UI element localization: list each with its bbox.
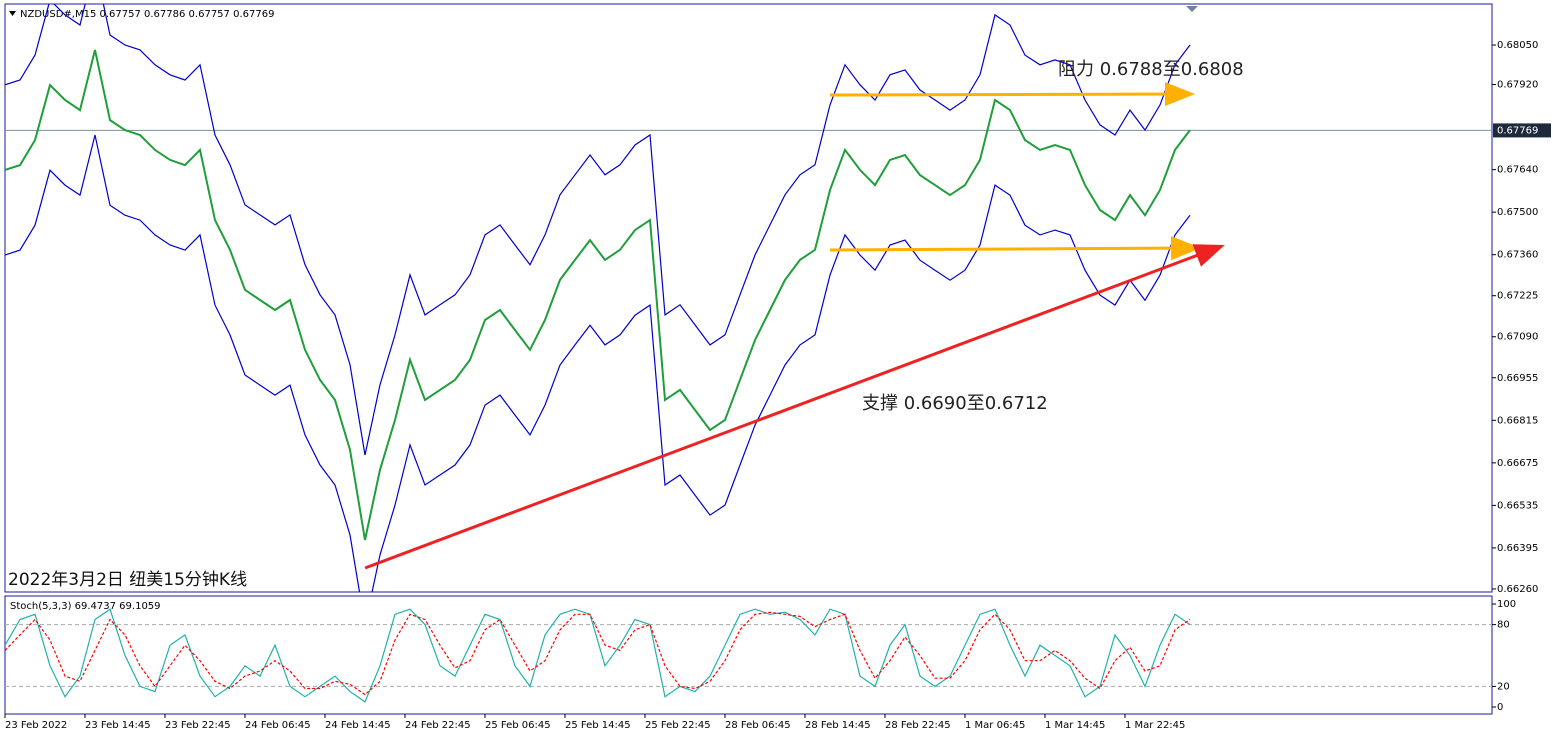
main-panel	[4, 3, 1493, 593]
trend-line	[364, 244, 1225, 570]
x-tick-label: 28 Feb 22:45	[885, 720, 951, 731]
x-tick-label: 23 Feb 2022	[5, 720, 67, 731]
stoch-title: Stoch(5,3,3) 69.4737 69.1059	[10, 601, 161, 612]
y-tick-label: 0.67360	[1497, 250, 1538, 261]
resistance-note: 阻力 0.6788至0.6808	[1058, 59, 1244, 80]
y-tick-label: 0.67500	[1497, 207, 1538, 218]
x-tick-label: 24 Feb 22:45	[405, 720, 471, 731]
x-tick-label: 1 Mar 22:45	[1125, 720, 1185, 731]
last-price-box	[1493, 123, 1551, 138]
series-line	[5, 608, 1191, 703]
x-tick-label: 1 Mar 06:45	[965, 720, 1025, 731]
y-tick-label: 0.66675	[1497, 458, 1538, 469]
menu-arrow[interactable]	[9, 11, 16, 16]
y-tick-label: 0.66395	[1497, 543, 1538, 554]
series-line	[5, 49, 1191, 541]
y-tick-label: 0.68050	[1497, 40, 1538, 51]
y-tick-label: 0.66955	[1497, 373, 1538, 384]
y-tick-label: 0.66535	[1497, 500, 1538, 511]
y-tick-label: 0.67920	[1497, 80, 1538, 91]
x-tick-label: 24 Feb 14:45	[325, 720, 391, 731]
y-tick-label: 0	[1497, 702, 1503, 713]
support-line	[829, 236, 1201, 261]
y-tick-label: 0.67640	[1497, 165, 1538, 176]
y-tick-label: 80	[1497, 620, 1510, 631]
x-tick-label: 25 Feb 22:45	[645, 720, 711, 731]
series-line	[5, 134, 1191, 592]
y-tick-label: 20	[1497, 681, 1510, 692]
y-tick-label: 0.66260	[1497, 584, 1538, 595]
support-note: 支撑 0.6690至0.6712	[862, 393, 1048, 414]
resistance-line	[829, 82, 1195, 107]
x-tick-label: 24 Feb 06:45	[245, 720, 311, 731]
x-tick-label: 25 Feb 14:45	[565, 720, 631, 731]
symbol-header: NZDUSD#,M15 0.67757 0.67786 0.67757 0.67…	[20, 9, 274, 20]
stoch-panel	[4, 595, 1493, 715]
x-tick-label: 28 Feb 14:45	[805, 720, 871, 731]
shift-marker	[1186, 6, 1198, 12]
series-line	[5, 611, 1191, 696]
y-tick-label: 0.67225	[1497, 291, 1538, 302]
x-tick-label: 28 Feb 06:45	[725, 720, 791, 731]
x-tick-label: 25 Feb 06:45	[485, 720, 551, 731]
y-tick-label: 0.67090	[1497, 332, 1538, 343]
x-tick-label: 1 Mar 14:45	[1045, 720, 1105, 731]
caption: 2022年3月2日 纽美15分钟K线	[8, 570, 247, 590]
last-price-label: 0.67769	[1497, 125, 1538, 136]
series-line	[5, 4, 1191, 456]
y-tick-label: 0.66815	[1497, 415, 1538, 426]
x-tick-label: 23 Feb 14:45	[85, 720, 151, 731]
x-tick-label: 23 Feb 22:45	[165, 720, 231, 731]
y-tick-label: 100	[1497, 599, 1516, 610]
